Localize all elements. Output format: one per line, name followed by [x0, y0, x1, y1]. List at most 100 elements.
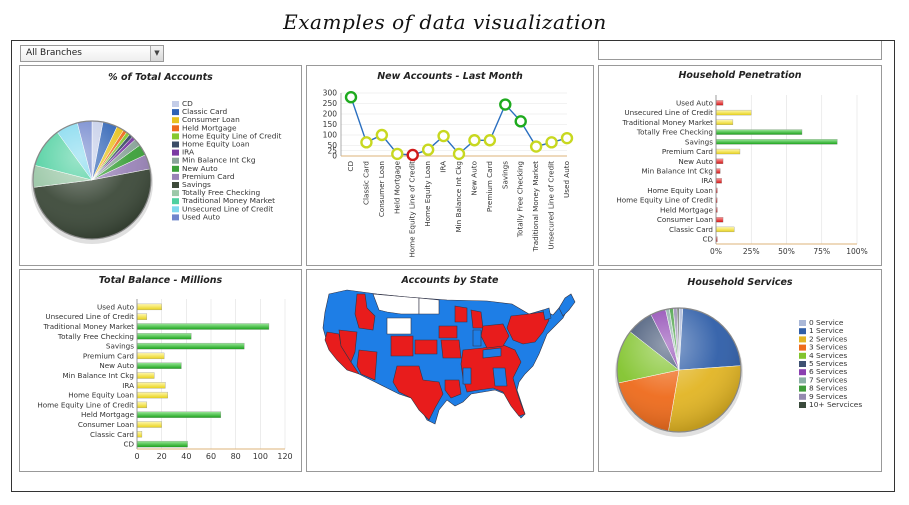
bar [715, 119, 734, 125]
legend-swatch [172, 117, 179, 124]
y-tick-label: Home Equity Loan [647, 186, 713, 195]
legend-swatch [172, 101, 179, 107]
bar [715, 148, 741, 155]
bar [715, 217, 724, 223]
y-tick-label: Consumer Loan [78, 420, 134, 429]
x-tick-label: IRA [439, 161, 448, 173]
x-tick-label: Held Mortgage [392, 160, 401, 214]
branch-select-value: All Branches [26, 48, 82, 58]
x-tick-label: Classic Card [361, 161, 370, 205]
state-wisconsin [454, 305, 468, 323]
legend-label: 10+ Servcices [809, 400, 862, 409]
chart-title: Total Balance - Millions [98, 275, 223, 286]
bar [715, 158, 724, 164]
branch-select[interactable]: All Branches ▼ [20, 45, 164, 62]
state-montana [372, 293, 420, 315]
legend-label: 0 Service [809, 318, 844, 327]
x-tick-label: 20 [157, 452, 167, 461]
chart-title: % of Total Accounts [108, 72, 213, 83]
data-point [421, 143, 435, 156]
bar [136, 440, 188, 448]
y-tick-label: 25 [327, 146, 337, 155]
x-tick-label: 60 [206, 452, 216, 461]
y-tick-label: Totally Free Checking [57, 332, 134, 341]
x-tick-label: 75% [813, 247, 830, 256]
legend-swatch [799, 352, 806, 359]
chevron-down-icon[interactable]: ▼ [150, 46, 163, 61]
y-tick-label: New Auto [99, 361, 134, 370]
panel-accounts-by-state: Accounts by State [306, 269, 594, 472]
legend-label: 4 Services [809, 351, 847, 360]
y-tick-label: Home Equity Loan [68, 391, 134, 400]
bar [136, 333, 192, 340]
bar [715, 168, 721, 174]
legend-swatch [172, 214, 179, 221]
y-tick-label: Used Auto [97, 302, 134, 311]
x-tick-label: Premium Card [485, 161, 494, 212]
top-right-panel [598, 41, 882, 60]
data-point [437, 129, 450, 143]
bar [136, 372, 155, 379]
state-kansas [414, 339, 438, 355]
page-title: Examples of data visualization [283, 10, 607, 34]
legend-swatch [799, 336, 806, 343]
legend-label: Home Equity Line of Credit [182, 131, 281, 140]
bar [136, 431, 143, 438]
y-tick-label: Held Mortgage [81, 410, 135, 419]
legend-label: Used Auto [182, 212, 220, 221]
state-iowa [438, 325, 458, 339]
panel-household-penetration: Household Penetration 0% 25% 50% 75% 100% Use… [598, 65, 882, 266]
y-tick-label: Held Mortgage [660, 205, 714, 214]
data-point [483, 134, 497, 147]
legend-swatch [172, 109, 179, 116]
legend-label: 6 Services [809, 367, 847, 376]
state-kentucky [482, 347, 502, 359]
legend-label: 1 Service [809, 326, 844, 335]
legend-label: 5 Services [809, 359, 847, 368]
legend-label: IRA [182, 148, 194, 157]
legend-label: Premium Card [182, 172, 235, 181]
bar [715, 109, 752, 116]
legend-swatch [799, 369, 806, 376]
legend-swatch [172, 198, 179, 205]
state-missouri [440, 339, 462, 359]
chart-title: New Accounts - Last Month [377, 71, 523, 82]
legend-label: 8 Services [809, 384, 847, 393]
state-wyoming [386, 317, 412, 335]
state-maine [558, 293, 576, 317]
x-tick-label: Unsecured Line of Credit [547, 161, 556, 250]
data-point [560, 131, 574, 145]
legend-label: 9 Services [809, 392, 847, 401]
x-tick-label: Min Balance Int Ckg [454, 161, 463, 233]
y-tick-label: Savings [106, 342, 134, 351]
data-point [452, 147, 466, 161]
legend-label: CD [182, 99, 193, 108]
x-tick-label: 0 [134, 452, 139, 461]
data-point [406, 148, 419, 162]
legend-label: Unsecured Line of Credit [182, 204, 273, 213]
bar [136, 362, 182, 369]
bar [715, 100, 724, 106]
legend-swatch [172, 141, 179, 148]
legend-label: Savings [182, 180, 211, 189]
bar [136, 352, 165, 360]
data-point [344, 91, 358, 104]
legend-swatch [799, 377, 806, 384]
legend-swatch [172, 182, 179, 188]
y-tick-label: Traditional Money Market [621, 118, 713, 127]
state-vermont [542, 307, 552, 321]
y-tick-label: Min Balance Int Ckg [641, 167, 713, 176]
x-tick-label: 50% [778, 247, 795, 256]
panel-household-services: Household Services 0 Service 1 Service 2 S… [598, 269, 882, 472]
x-tick-label: Home Equity Loan [423, 161, 432, 227]
bar [715, 178, 722, 184]
legend-swatch [172, 157, 179, 164]
data-point [391, 147, 404, 161]
state-colorado [390, 335, 414, 357]
x-tick-label: 100% [846, 247, 867, 256]
